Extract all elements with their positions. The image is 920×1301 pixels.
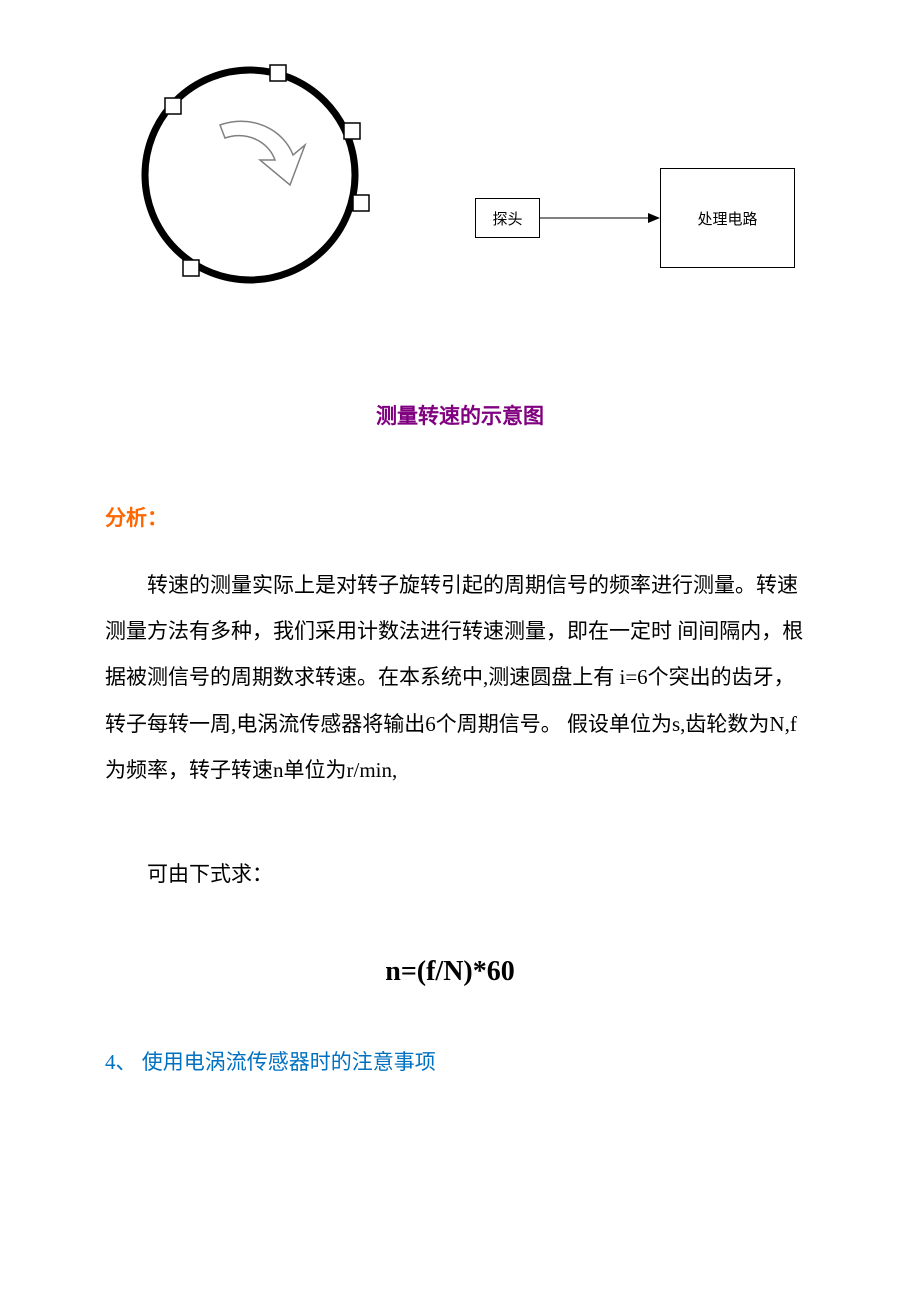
circuit-label: 处理电路 <box>697 208 757 229</box>
probe-box: 探头 <box>475 198 540 238</box>
section-4-heading: 4、 使用电涡流传感器时的注意事项 <box>105 1046 815 1076</box>
diagram-area: 探头 处理电路 <box>105 60 805 310</box>
arrow-connector <box>540 208 662 233</box>
body-paragraph: 转速的测量实际上是对转子旋转引起的周期信号的频率进行测量。转速测量方法有多种，我… <box>105 562 815 793</box>
formula: n=(f/N)*60 <box>85 956 815 988</box>
derive-text: 可由下式求： <box>105 858 815 888</box>
probe-label: 探头 <box>492 208 522 229</box>
gear-wheel-diagram <box>135 60 385 305</box>
analysis-label: 分析： <box>105 502 815 532</box>
diagram-caption: 测量转速的示意图 <box>105 400 815 430</box>
circuit-box: 处理电路 <box>660 168 795 268</box>
